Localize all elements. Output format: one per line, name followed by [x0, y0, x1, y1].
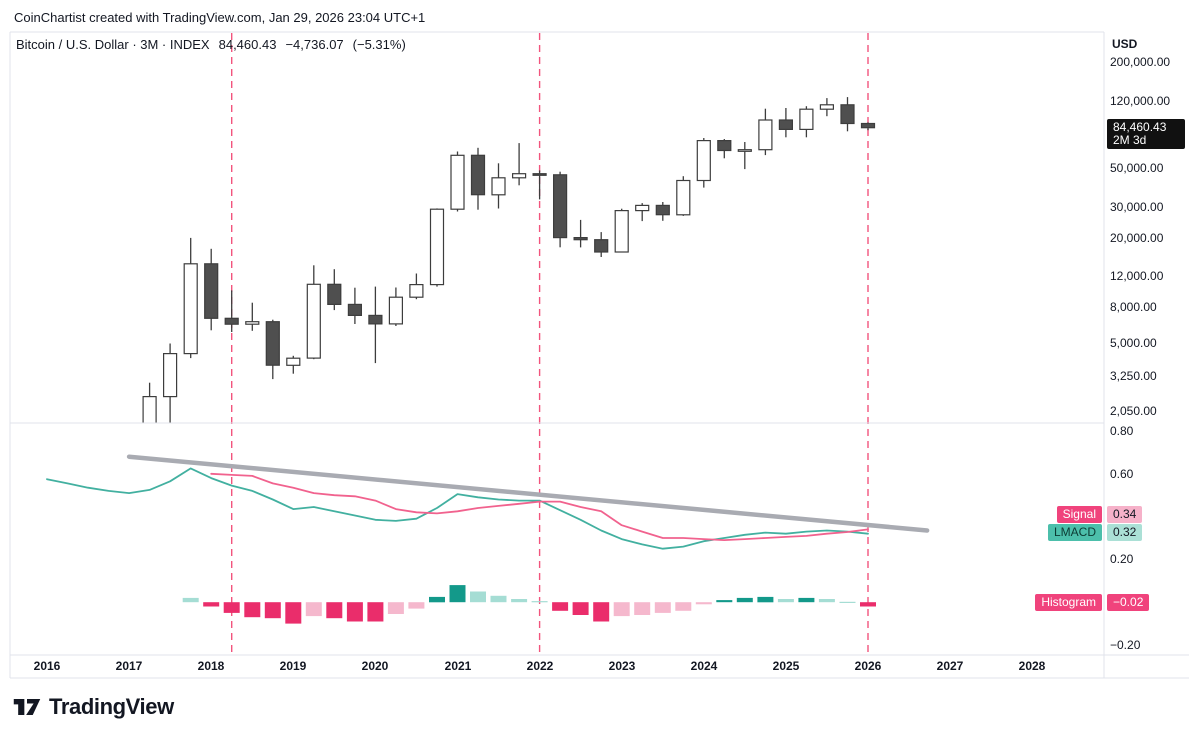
signal-indicator-badge[interactable]: Signal	[1056, 506, 1102, 523]
last-price-value: 84,460.43	[1113, 120, 1167, 134]
histogram-indicator-badge[interactable]: Histogram	[1035, 594, 1102, 611]
time-tick-label: 2016	[33, 659, 61, 673]
price-tick-label: 8,000.00	[1110, 300, 1157, 314]
time-tick-label: 2021	[444, 659, 472, 673]
lmacd-line	[46, 467, 869, 550]
price-tick-label: 120,000.00	[1110, 94, 1171, 108]
time-tick-label: 2028	[1018, 659, 1046, 673]
time-tick-label: 2024	[690, 659, 718, 673]
time-tick-label: 2017	[115, 659, 143, 673]
price-tick-label: 50,000.00	[1110, 161, 1164, 175]
symbol-title[interactable]: Bitcoin / U.S. Dollar · 3M · INDEX 84,46…	[16, 37, 406, 52]
footer-brand[interactable]: TradingView	[12, 694, 174, 720]
histogram-value-badge: −0.02	[1107, 594, 1150, 611]
price-tick-label: 200,000.00	[1110, 55, 1171, 69]
time-tick-label: 2019	[279, 659, 307, 673]
price-change-pct-text: (−5.31%)	[352, 37, 406, 52]
signal-line	[210, 472, 869, 541]
macd-trendline[interactable]	[126, 454, 930, 533]
time-tick-label: 2026	[854, 659, 882, 673]
price-tick-label: 30,000.00	[1110, 200, 1164, 214]
price-tick-label: 3,250.00	[1110, 369, 1157, 383]
price-tick-label: 20,000.00	[1110, 231, 1164, 245]
indicator-tick-label: 0.80	[1110, 424, 1134, 438]
time-tick-label: 2025	[772, 659, 800, 673]
lmacd-indicator-badge[interactable]: LMACD	[1047, 524, 1102, 541]
price-axis-currency: USD	[1112, 37, 1138, 51]
brand-name: TradingView	[49, 694, 174, 719]
time-tick-label: 2020	[361, 659, 389, 673]
time-tick-label: 2022	[526, 659, 554, 673]
signal-value-badge: 0.34	[1107, 506, 1143, 523]
macd-histogram	[182, 585, 876, 624]
cycle-vlines	[230, 33, 869, 654]
time-tick-label: 2018	[197, 659, 225, 673]
pane-borders	[9, 31, 1189, 679]
indicator-tick-label: 0.60	[1110, 467, 1134, 481]
time-tick-label: 2023	[608, 659, 636, 673]
indicator-tick-label: 0.20	[1110, 552, 1134, 566]
price-tick-label: 5,000.00	[1110, 336, 1157, 350]
last-price-text: 84,460.43	[218, 37, 277, 52]
time-tick-label: 2027	[936, 659, 964, 673]
indicator-tick-label: −0.20	[1110, 638, 1141, 652]
price-tick-label: 2,050.00	[1110, 404, 1157, 418]
price-tick-label: 12,000.00	[1110, 269, 1164, 283]
price-change-text: −4,736.07	[285, 37, 344, 52]
lmacd-value-badge: 0.32	[1107, 524, 1143, 541]
tradingview-logo-icon[interactable]	[12, 695, 42, 719]
bar-countdown: 2M 3d	[1113, 133, 1147, 147]
attribution-text: CoinChartist created with TradingView.co…	[14, 10, 426, 25]
symbol-name: Bitcoin / U.S. Dollar · 3M · INDEX	[16, 37, 210, 52]
last-price-label[interactable]: 84,460.43 2M 3d	[1107, 119, 1185, 149]
price-candles	[142, 97, 876, 423]
